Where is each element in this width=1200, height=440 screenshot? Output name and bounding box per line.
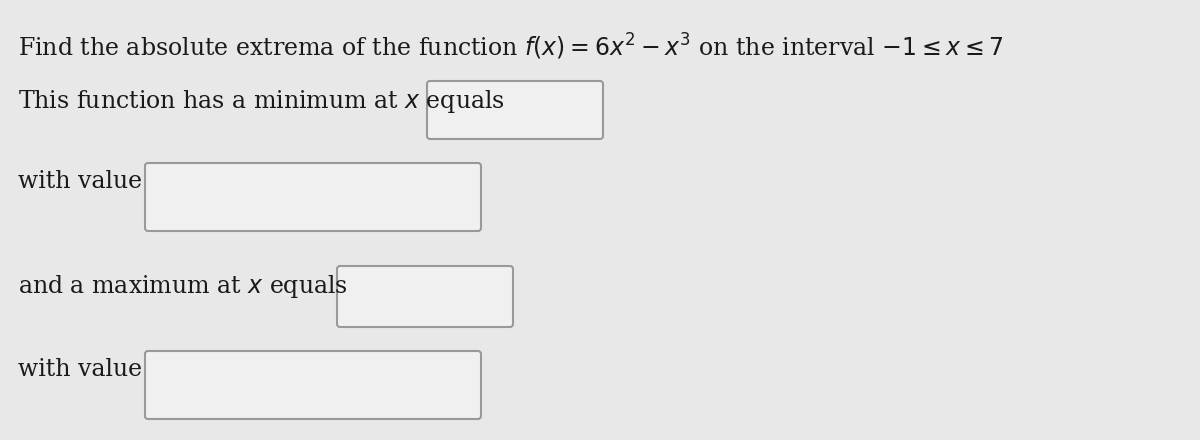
FancyBboxPatch shape [145, 351, 481, 419]
Text: with value: with value [18, 170, 142, 193]
Text: and a maximum at $x$ equals: and a maximum at $x$ equals [18, 273, 348, 300]
FancyBboxPatch shape [427, 81, 604, 139]
FancyBboxPatch shape [337, 266, 514, 327]
Text: with value: with value [18, 358, 142, 381]
FancyBboxPatch shape [145, 163, 481, 231]
Text: Find the absolute extrema of the function $f(x) = 6x^2 - x^3$ on the interval $-: Find the absolute extrema of the functio… [18, 32, 1003, 62]
Text: This function has a minimum at $x$ equals: This function has a minimum at $x$ equal… [18, 88, 505, 115]
